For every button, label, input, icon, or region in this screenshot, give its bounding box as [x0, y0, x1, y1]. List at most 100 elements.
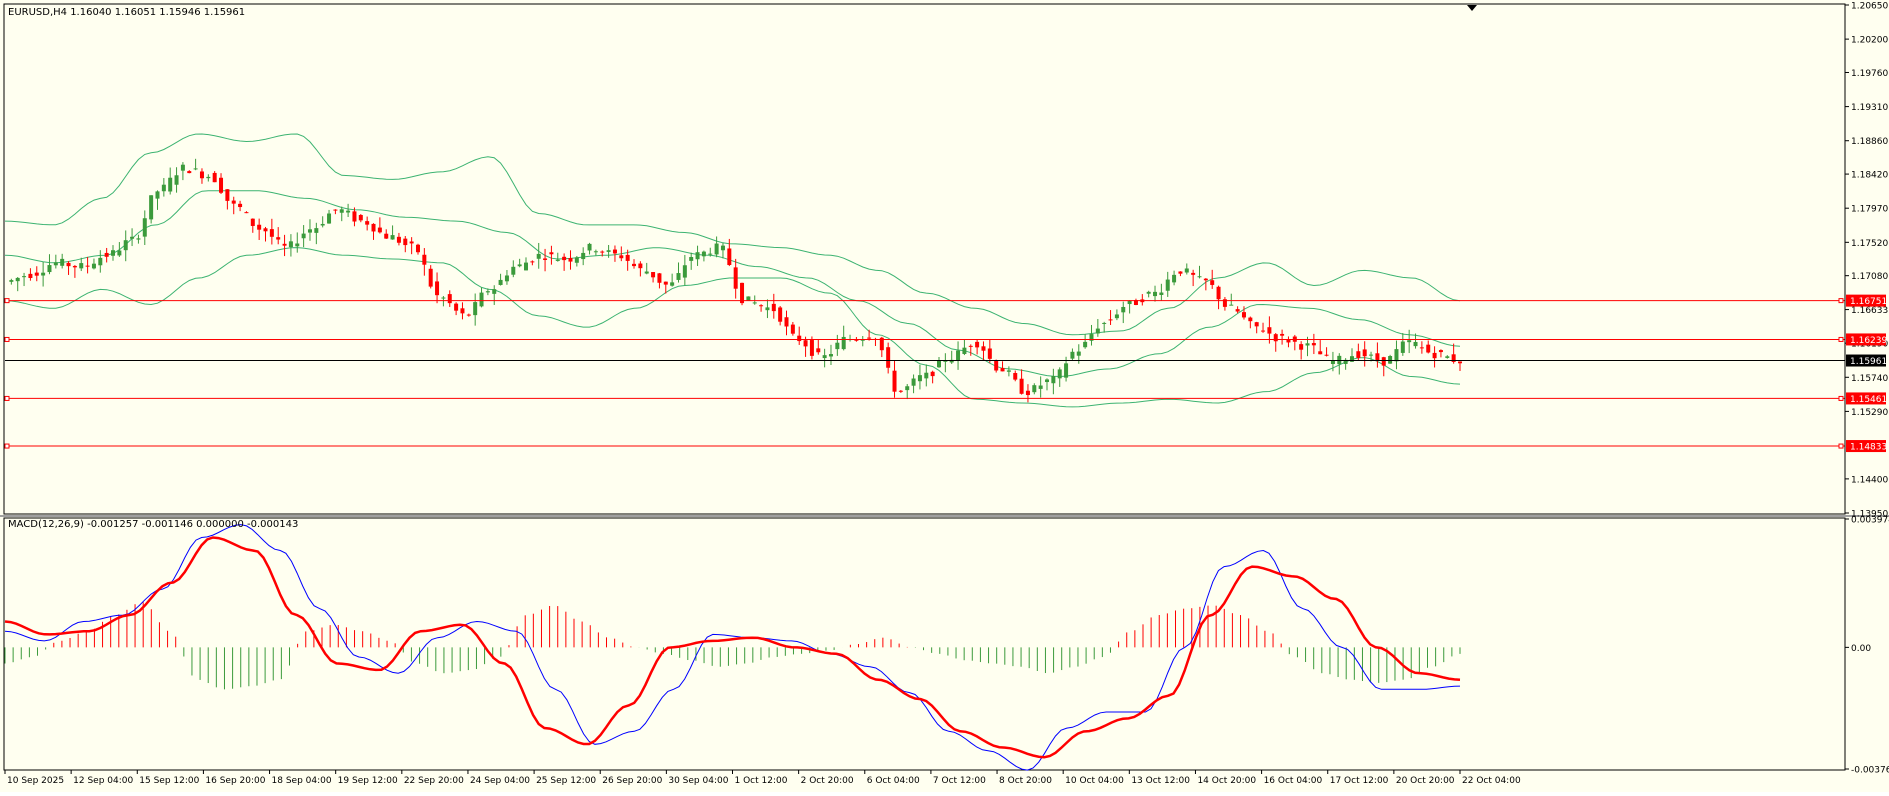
- bear-candle[interactable]: [854, 339, 859, 341]
- bull-candle[interactable]: [689, 257, 694, 261]
- bull-candle[interactable]: [161, 184, 166, 192]
- bull-candle[interactable]: [123, 240, 128, 251]
- bull-candle[interactable]: [606, 250, 611, 252]
- bull-candle[interactable]: [136, 238, 141, 240]
- bull-candle[interactable]: [936, 360, 941, 368]
- bear-candle[interactable]: [219, 177, 224, 193]
- bull-candle[interactable]: [720, 245, 725, 251]
- bear-candle[interactable]: [263, 228, 268, 232]
- bull-candle[interactable]: [746, 296, 751, 301]
- bull-candle[interactable]: [498, 279, 503, 285]
- bull-candle[interactable]: [1337, 355, 1342, 365]
- bull-candle[interactable]: [524, 262, 529, 271]
- bear-candle[interactable]: [257, 224, 262, 230]
- bull-candle[interactable]: [314, 228, 319, 233]
- bull-candle[interactable]: [1146, 291, 1151, 294]
- bear-candle[interactable]: [803, 340, 808, 347]
- bull-candle[interactable]: [1153, 291, 1158, 297]
- bear-candle[interactable]: [396, 236, 401, 243]
- bull-candle[interactable]: [339, 209, 344, 213]
- bear-candle[interactable]: [740, 282, 745, 304]
- bull-candle[interactable]: [1064, 363, 1069, 378]
- bear-candle[interactable]: [28, 273, 33, 279]
- bull-candle[interactable]: [320, 223, 325, 226]
- bear-candle[interactable]: [778, 307, 783, 322]
- bear-candle[interactable]: [244, 212, 249, 214]
- bear-candle[interactable]: [238, 203, 243, 208]
- bear-candle[interactable]: [568, 258, 573, 262]
- bear-candle[interactable]: [447, 294, 452, 304]
- bear-candle[interactable]: [1235, 309, 1240, 312]
- bear-candle[interactable]: [377, 227, 382, 233]
- bull-candle[interactable]: [47, 265, 52, 273]
- bull-candle[interactable]: [536, 253, 541, 259]
- bear-candle[interactable]: [600, 251, 605, 253]
- bull-candle[interactable]: [511, 266, 516, 275]
- bull-candle[interactable]: [1229, 304, 1234, 306]
- bull-candle[interactable]: [644, 271, 649, 274]
- bear-candle[interactable]: [276, 237, 281, 240]
- level-anchor-handle[interactable]: [4, 395, 10, 401]
- bull-candle[interactable]: [924, 372, 929, 379]
- bear-candle[interactable]: [549, 252, 554, 255]
- level-anchor-handle[interactable]: [1838, 336, 1844, 342]
- bear-candle[interactable]: [1286, 339, 1291, 343]
- bull-candle[interactable]: [1083, 341, 1088, 348]
- bull-candle[interactable]: [155, 191, 160, 199]
- bear-candle[interactable]: [898, 390, 903, 392]
- bull-candle[interactable]: [1057, 369, 1062, 379]
- bear-candle[interactable]: [231, 200, 236, 204]
- bull-candle[interactable]: [492, 289, 497, 294]
- bear-candle[interactable]: [797, 335, 802, 342]
- bull-candle[interactable]: [174, 175, 179, 185]
- bull-candle[interactable]: [1184, 268, 1189, 273]
- bear-candle[interactable]: [784, 317, 789, 327]
- bear-candle[interactable]: [733, 267, 738, 289]
- level-anchor-handle[interactable]: [4, 298, 10, 304]
- bull-candle[interactable]: [1127, 300, 1132, 305]
- bull-candle[interactable]: [917, 375, 922, 382]
- bear-candle[interactable]: [759, 305, 764, 307]
- bear-candle[interactable]: [1458, 361, 1462, 364]
- bear-candle[interactable]: [333, 209, 338, 211]
- bear-candle[interactable]: [454, 303, 459, 311]
- bear-candle[interactable]: [638, 263, 643, 269]
- bear-candle[interactable]: [66, 262, 71, 267]
- bull-candle[interactable]: [587, 243, 592, 251]
- bull-candle[interactable]: [905, 386, 910, 391]
- bull-candle[interactable]: [1197, 276, 1202, 278]
- bull-candle[interactable]: [822, 355, 827, 359]
- bull-candle[interactable]: [956, 350, 961, 361]
- bear-candle[interactable]: [415, 244, 420, 253]
- bull-candle[interactable]: [714, 243, 719, 255]
- bear-candle[interactable]: [1013, 373, 1018, 380]
- bull-candle[interactable]: [1121, 306, 1126, 313]
- chart-shift-marker-icon[interactable]: [1467, 5, 1477, 11]
- bear-candle[interactable]: [1273, 334, 1278, 342]
- bull-candle[interactable]: [765, 307, 770, 311]
- bull-candle[interactable]: [676, 273, 681, 280]
- bear-candle[interactable]: [250, 218, 255, 226]
- bull-candle[interactable]: [479, 292, 484, 307]
- bull-candle[interactable]: [1330, 360, 1335, 365]
- bull-candle[interactable]: [1045, 379, 1050, 383]
- bull-candle[interactable]: [79, 263, 84, 269]
- bear-candle[interactable]: [104, 252, 109, 257]
- bull-candle[interactable]: [835, 342, 840, 350]
- bull-candle[interactable]: [22, 276, 27, 278]
- bear-candle[interactable]: [1267, 327, 1272, 334]
- price-panel[interactable]: [4, 133, 1845, 449]
- bull-candle[interactable]: [1369, 354, 1374, 356]
- bear-candle[interactable]: [1241, 312, 1246, 318]
- bull-candle[interactable]: [1006, 370, 1011, 372]
- bull-candle[interactable]: [504, 275, 509, 282]
- bull-candle[interactable]: [1089, 334, 1094, 341]
- bull-candle[interactable]: [91, 263, 96, 269]
- bear-candle[interactable]: [543, 258, 548, 260]
- bear-candle[interactable]: [1451, 354, 1456, 362]
- bull-candle[interactable]: [1394, 349, 1399, 362]
- bull-candle[interactable]: [1349, 356, 1354, 362]
- bull-candle[interactable]: [1051, 376, 1056, 384]
- bear-candle[interactable]: [1438, 350, 1443, 353]
- bear-candle[interactable]: [1311, 343, 1316, 346]
